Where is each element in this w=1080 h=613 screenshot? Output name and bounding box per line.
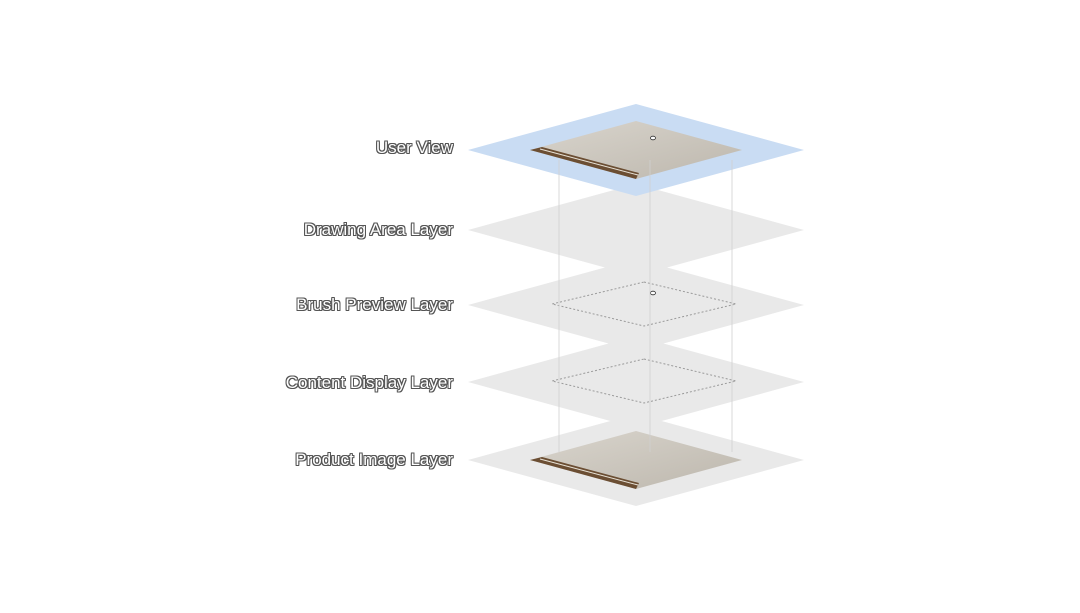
label-brush-preview-layer: Brush Preview Layer [296, 295, 453, 314]
label-user-view: User View [375, 138, 453, 157]
label-product-image-layer: Product Image Layer [295, 450, 453, 469]
brush-cursor-icon-brush-preview [650, 290, 656, 296]
label-content-display-layer: Content Display Layer [285, 373, 453, 392]
brush-cursor-icon-user-view [650, 135, 656, 141]
layer-plane-drawing-area [468, 184, 804, 276]
image-edge-strip-user-view [530, 147, 639, 179]
label-drawing-area-layer: Drawing Area Layer [303, 220, 453, 239]
layer-plane-brush-preview [468, 259, 804, 351]
dashed-outline-brush-preview [551, 281, 737, 327]
image-edge-strip-product-image [530, 457, 639, 489]
dashed-outline-content-display [551, 358, 737, 404]
image-edge-highlight-product-image [539, 458, 639, 486]
layer-plane-content-display [468, 336, 804, 428]
image-edge-highlight-user-view [539, 148, 639, 176]
